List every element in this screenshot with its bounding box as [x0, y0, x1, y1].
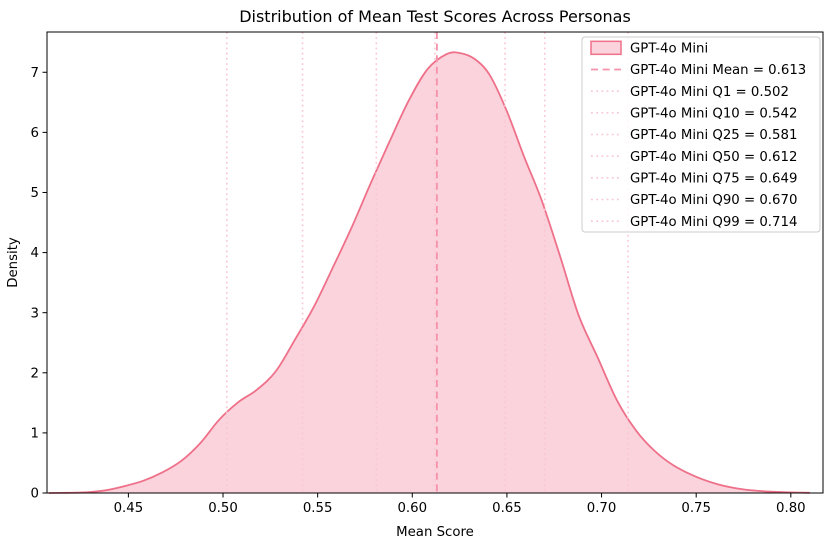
- legend-entry-label: GPT-4o Mini Q25 = 0.581: [630, 128, 797, 143]
- kde-curve: [48, 51, 810, 494]
- y-tick-label: 2: [31, 366, 39, 381]
- plot-spines: [46, 31, 824, 494]
- y-tick-label: 0: [31, 487, 39, 502]
- x-tick-label: 0.50: [208, 501, 238, 516]
- y-tick-label: 1: [31, 426, 39, 441]
- legend-entry-label: GPT-4o Mini Q10 = 0.542: [630, 106, 797, 121]
- legend-entry-label: GPT-4o Mini Q1 = 0.502: [630, 85, 789, 100]
- y-tick-label: 7: [31, 66, 39, 81]
- legend-entry-label: GPT-4o Mini Q99 = 0.714: [630, 215, 797, 230]
- y-tick-label: 3: [31, 306, 39, 321]
- legend-box: [581, 36, 821, 233]
- x-tick-label: 0.55: [303, 501, 333, 516]
- legend-entry-label: GPT-4o Mini Q50 = 0.612: [630, 150, 797, 165]
- legend-entry-label: GPT-4o Mini Mean = 0.613: [630, 63, 806, 78]
- x-tick-label: 0.70: [587, 501, 617, 516]
- axes-layer: [46, 31, 824, 494]
- y-tick-label: 4: [31, 246, 39, 261]
- kde-area: [48, 52, 810, 494]
- legend-swatch-kde: [590, 40, 622, 56]
- y-axis-label: Density: [6, 237, 21, 288]
- data-layer: [48, 51, 810, 494]
- legend-entry-label: GPT-4o Mini Q75 = 0.649: [630, 171, 797, 186]
- chart-title: Distribution of Mean Test Scores Across …: [239, 7, 631, 26]
- tick-layer: 0.45 0.50 0.55 0.60 0.65 0.70 0.75 0.80 0 1 2 3 4 5 6 7: [31, 66, 806, 516]
- y-tick-label: 6: [31, 126, 39, 141]
- x-tick-label: 0.45: [114, 501, 144, 516]
- x-tick-label: 0.80: [776, 501, 806, 516]
- x-tick-label: 0.60: [397, 501, 427, 516]
- legend-entry-label: GPT-4o Mini Q90 = 0.670: [630, 193, 797, 208]
- x-tick-label: 0.65: [492, 501, 522, 516]
- legend-entry-label: GPT-4o Mini: [630, 41, 708, 56]
- x-axis-label: Mean Score: [396, 525, 474, 540]
- y-tick-label: 5: [31, 186, 39, 201]
- legend: GPT-4o Mini GPT-4o Mini Mean = 0.613 GPT-4…: [581, 36, 821, 233]
- stat-lines-layer: [226, 32, 629, 493]
- x-tick-label: 0.75: [681, 501, 711, 516]
